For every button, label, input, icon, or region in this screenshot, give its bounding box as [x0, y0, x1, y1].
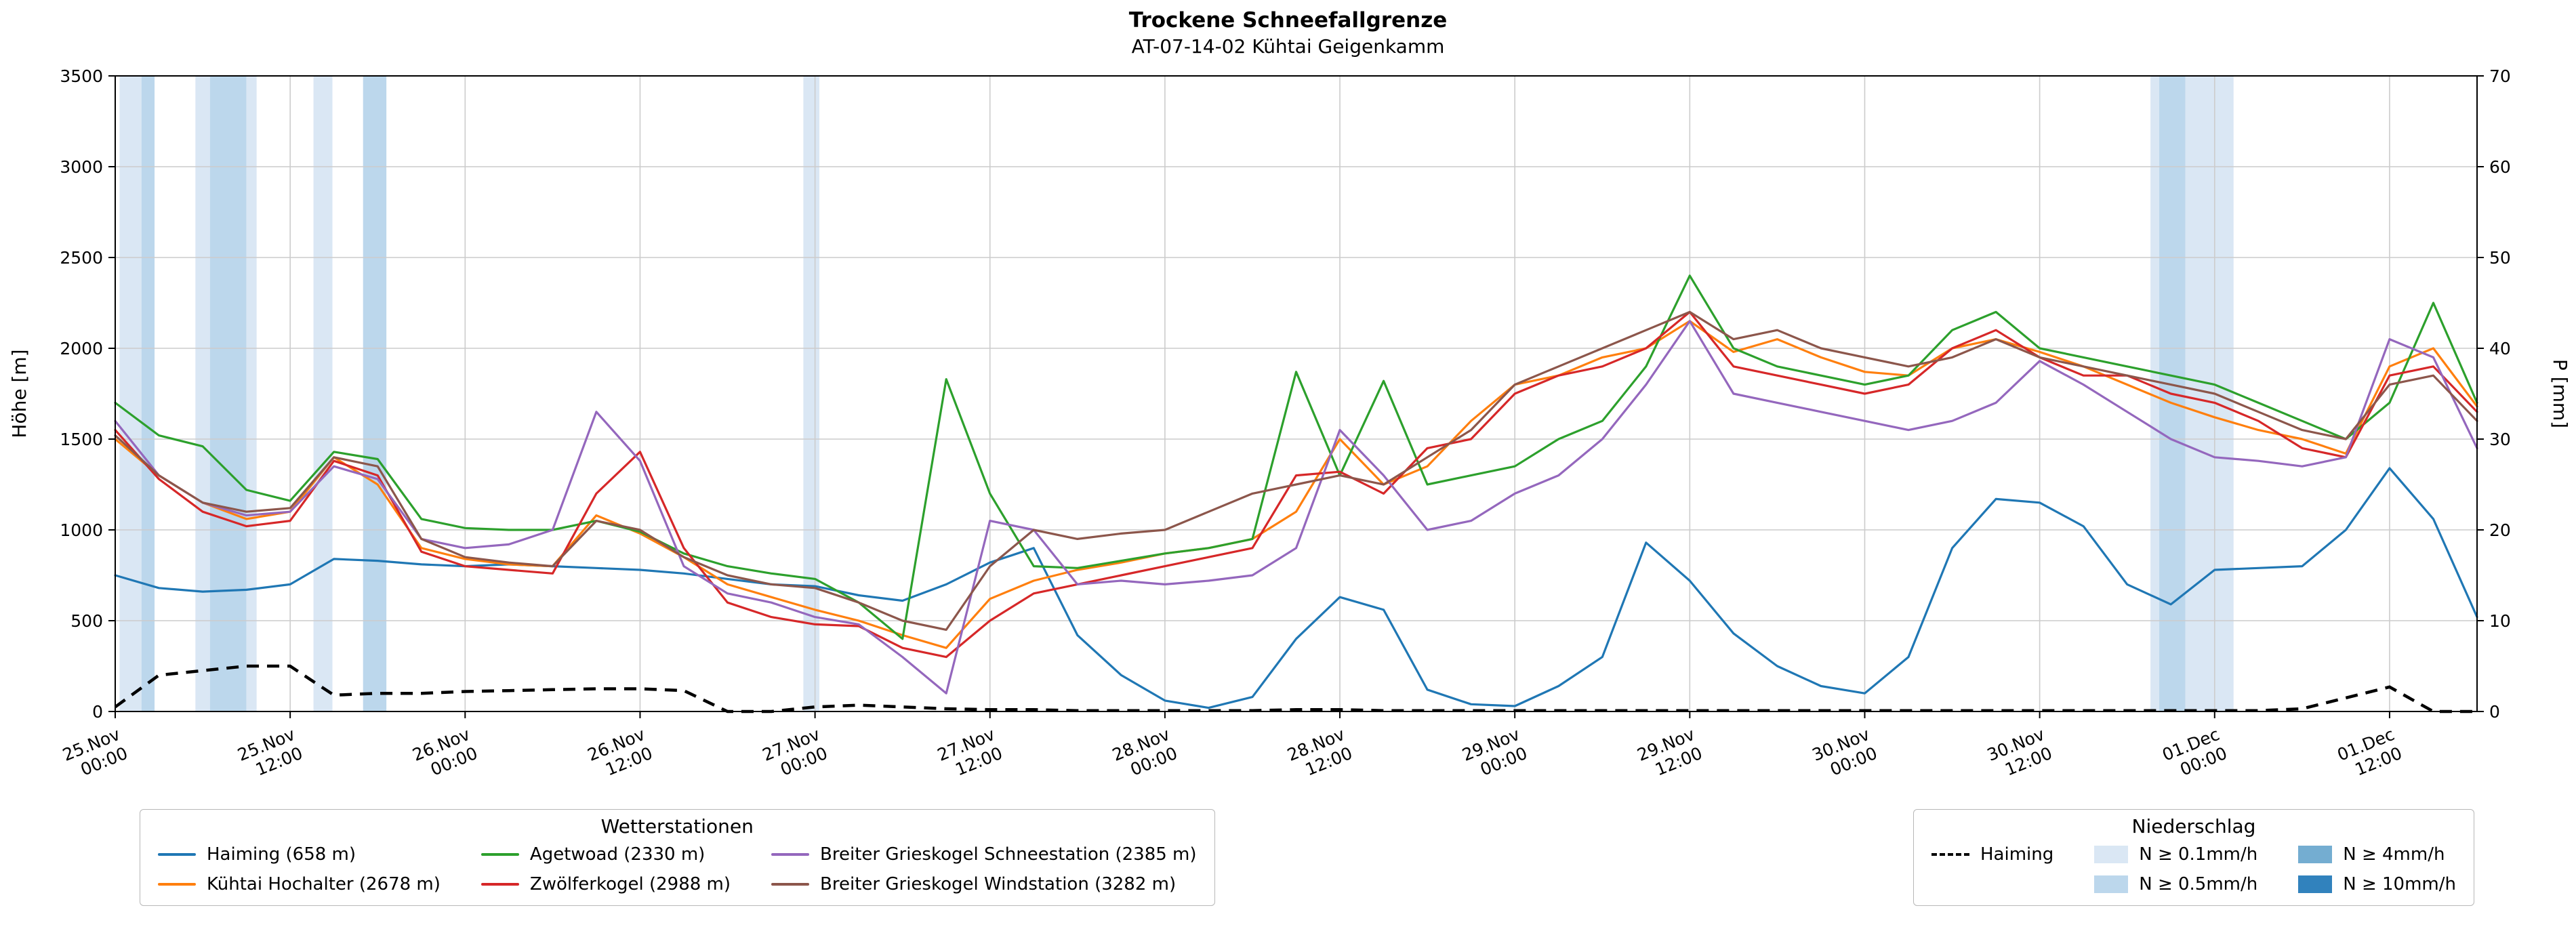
legend-item-bg-schneestation: Breiter Grieskogel Schneestation (2385 m…	[771, 843, 1197, 866]
y-left-tick-label: 3000	[60, 157, 103, 177]
precip-legend-items: Haiming N ≥ 0.1mm/h N ≥ 0.5mm/h N ≥ 4mm/h N …	[1931, 843, 2456, 896]
y-left-axis-label: Höhe [m]	[8, 349, 30, 438]
legend-item-kuehtai-hochalter: Kühtai Hochalter (2678 m)	[158, 873, 441, 896]
legend-line-swatch	[481, 883, 519, 886]
y-right-tick-label: 40	[2489, 339, 2511, 358]
legend-item-label: Zwölferkogel (2988 m)	[529, 874, 731, 894]
y-right-axis-label: P [mm]	[2549, 359, 2571, 428]
legend-item-precip-4: N ≥ 4mm/h	[2298, 843, 2456, 866]
y-right-tick-label: 20	[2489, 520, 2511, 540]
y-right-tick-label: 60	[2489, 157, 2511, 177]
legend-patch-swatch	[2298, 875, 2333, 893]
legend-line-swatch	[771, 853, 810, 856]
precip-band	[246, 76, 257, 711]
y-left-tick-label: 0	[92, 702, 103, 722]
precip-band	[209, 76, 247, 711]
series-line-zwoelferkogel	[114, 310, 2478, 659]
y-right-tick-label: 70	[2489, 66, 2511, 86]
legend-item-precip-0.5: N ≥ 0.5mm/h	[2094, 873, 2257, 896]
chart-subtitle: AT-07-14-02 Kühtai Geigenkamm	[1131, 35, 1445, 58]
legend-item-label: Haiming	[1980, 844, 2054, 865]
y-left-tick-label: 2500	[60, 248, 103, 268]
stations-legend-items: Haiming (658 m) Kühtai Hochalter (2678 m)…	[158, 843, 1197, 896]
series-line-haiming	[114, 467, 2478, 709]
legend-row: Wetterstationen Haiming (658 m) Kühtai Ho…	[0, 809, 2576, 906]
precip-line-haiming	[114, 664, 2477, 714]
snowline-chart: 0 500 1000 1500 2000 2500 3000 3500 0 10 20 30 40 50 6…	[8, 66, 2571, 780]
legend-item-agetwoad: Agetwoad (2330 m)	[481, 843, 731, 866]
legend-item-label: N ≥ 0.5mm/h	[2139, 874, 2258, 894]
legend-patch-swatch	[2298, 846, 2333, 863]
legend-item-label: Breiter Grieskogel Windstation (3282 m)	[820, 874, 1177, 894]
legend-patch-swatch	[2094, 846, 2129, 863]
legend-item-label: Kühtai Hochalter (2678 m)	[207, 874, 441, 894]
legend-line-swatch	[481, 853, 519, 856]
y-left-tick-label: 1500	[60, 430, 103, 449]
y-right-tick-label: 30	[2489, 430, 2511, 449]
precip-band	[119, 76, 142, 711]
stations-legend-title: Wetterstationen	[600, 815, 754, 838]
legend-line-swatch	[158, 853, 196, 856]
y-left-tick-label: 2000	[60, 339, 103, 358]
legend-item-label: N ≥ 4mm/h	[2343, 844, 2445, 865]
legend-item-haiming-precip: Haiming	[1931, 843, 2053, 866]
legend-item-label: Haiming (658 m)	[207, 844, 356, 865]
y-left-tick-label: 1000	[60, 520, 103, 540]
legend-line-swatch	[771, 883, 810, 886]
legend-item-zwoelferkogel: Zwölferkogel (2988 m)	[481, 873, 731, 896]
precip-band	[195, 76, 210, 711]
precip-legend-title: Niederschlag	[2131, 815, 2256, 838]
y-right-tick-label: 10	[2489, 611, 2511, 631]
legend-item-precip-0.1: N ≥ 0.1mm/h	[2094, 843, 2257, 866]
legend-item-label: N ≥ 0.1mm/h	[2139, 844, 2258, 865]
legend-item-label: Breiter Grieskogel Schneestation (2385 m…	[820, 844, 1197, 865]
precip-band	[2150, 76, 2160, 711]
legend-item-bg-windstation: Breiter Grieskogel Windstation (3282 m)	[771, 873, 1196, 896]
page-title: Trockene Schneefallgrenze	[1128, 8, 1448, 33]
legend-patch-swatch	[2094, 875, 2129, 893]
legend-line-swatch	[158, 883, 196, 886]
legend-item-label: N ≥ 10mm/h	[2343, 874, 2456, 894]
y-right-tick-label: 50	[2489, 248, 2511, 268]
y-left-tick-label: 3500	[60, 66, 103, 86]
legend-item-haiming: Haiming (658 m)	[158, 843, 441, 866]
series-line-bg-schneestation	[114, 320, 2478, 695]
stations-legend: Wetterstationen Haiming (658 m) Kühtai Ho…	[140, 809, 1215, 906]
precip-band	[363, 76, 387, 711]
precip-band	[313, 76, 333, 711]
y-right-tick-label: 0	[2489, 702, 2500, 722]
legend-item-label: Agetwoad (2330 m)	[529, 844, 706, 865]
y-left-tick-label: 500	[70, 611, 103, 631]
series-line-bg-windstation	[114, 310, 2478, 632]
series-line-agetwoad	[114, 274, 2478, 640]
plot-border	[115, 75, 2478, 712]
precip-legend: Niederschlag Haiming N ≥ 0.1mm/h N ≥ 0.5mm…	[1913, 809, 2474, 906]
legend-item-precip-10: N ≥ 10mm/h	[2298, 873, 2456, 896]
precip-band	[141, 76, 155, 711]
legend-dashed-line-swatch	[1931, 853, 1969, 856]
legend-spacer	[1931, 873, 2053, 896]
